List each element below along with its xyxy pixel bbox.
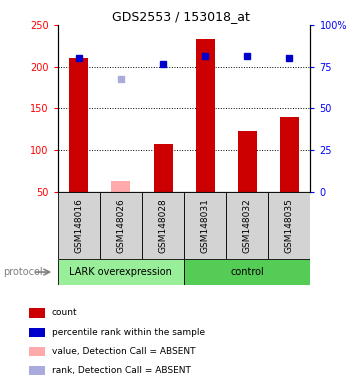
Bar [153, 144, 173, 192]
Bar [226, 192, 268, 259]
Text: value, Detection Call = ABSENT: value, Detection Call = ABSENT [52, 347, 195, 356]
Text: LARK overexpression: LARK overexpression [70, 267, 172, 277]
Bar [196, 39, 215, 192]
Bar [58, 192, 100, 259]
Bar [29, 366, 45, 375]
Bar [69, 58, 88, 192]
Bar [268, 192, 310, 259]
Text: rank, Detection Call = ABSENT: rank, Detection Call = ABSENT [52, 366, 191, 375]
Text: count: count [52, 308, 77, 318]
Bar [29, 347, 45, 356]
Bar [112, 181, 130, 192]
Text: GSM148032: GSM148032 [243, 198, 252, 253]
Text: percentile rank within the sample: percentile rank within the sample [52, 328, 205, 337]
Text: GSM148016: GSM148016 [74, 198, 83, 253]
Bar [100, 192, 142, 259]
Text: GDS2553 / 153018_at: GDS2553 / 153018_at [112, 10, 249, 23]
Bar [29, 308, 45, 318]
Bar [58, 259, 184, 285]
Bar [184, 192, 226, 259]
Bar [280, 117, 299, 192]
Text: protocol: protocol [4, 267, 43, 277]
Bar [142, 192, 184, 259]
Text: GSM148028: GSM148028 [158, 198, 168, 253]
Bar [29, 328, 45, 337]
Bar [184, 259, 310, 285]
Text: control: control [230, 267, 264, 277]
Text: GSM148026: GSM148026 [117, 198, 125, 253]
Bar [238, 131, 257, 192]
Text: GSM148031: GSM148031 [201, 198, 210, 253]
Text: GSM148035: GSM148035 [285, 198, 294, 253]
